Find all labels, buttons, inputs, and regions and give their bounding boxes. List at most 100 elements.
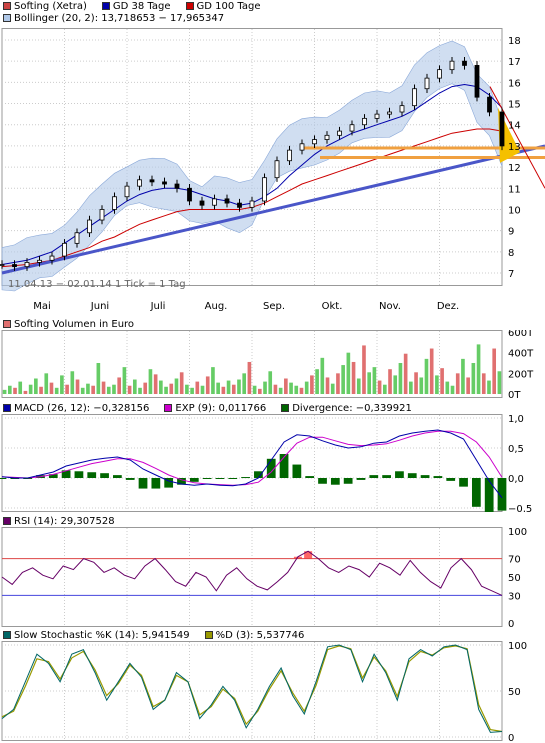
volume-bar bbox=[278, 387, 283, 394]
volume-bar bbox=[54, 387, 59, 394]
volume-bar bbox=[429, 348, 434, 394]
price-x-tick: Juli bbox=[150, 301, 166, 312]
volume-bar bbox=[205, 376, 210, 394]
price-candle bbox=[287, 149, 292, 162]
stoch-y-tick: 100 bbox=[508, 641, 527, 652]
volume-bar bbox=[372, 367, 377, 394]
stoch-legend-item: %D (3): 5,537746 bbox=[202, 630, 304, 641]
volume-legend-label: Softing Volumen in Euro bbox=[14, 318, 135, 330]
macd-line bbox=[1, 429, 503, 499]
falling-line bbox=[489, 86, 545, 189]
divergence-bar bbox=[74, 471, 84, 478]
volume-bar bbox=[320, 357, 325, 394]
volume-bar bbox=[315, 369, 319, 394]
volume-bar bbox=[440, 368, 444, 394]
divergence-bar bbox=[305, 476, 315, 478]
divergence-bar bbox=[61, 470, 71, 478]
stoch-y-tick: 0 bbox=[508, 733, 514, 741]
volume-bar bbox=[419, 377, 424, 394]
price-candle bbox=[74, 232, 80, 244]
stoch-k-line bbox=[1, 644, 503, 733]
price-candle bbox=[424, 77, 430, 90]
price-candle bbox=[237, 202, 242, 208]
volume-bar bbox=[60, 375, 64, 394]
volume-bar bbox=[101, 381, 106, 394]
volume-bar bbox=[351, 361, 356, 394]
volume-bar bbox=[117, 377, 122, 394]
volume-bar bbox=[18, 381, 23, 394]
volume-bar bbox=[138, 387, 142, 394]
price-candle bbox=[249, 200, 255, 208]
trend-line bbox=[1, 144, 545, 275]
volume-bar bbox=[96, 363, 101, 394]
divergence-bar bbox=[254, 471, 263, 478]
price-candle bbox=[474, 65, 480, 98]
rsi-line bbox=[1, 550, 503, 596]
price-candle bbox=[262, 177, 267, 202]
divergence-bar bbox=[471, 478, 481, 507]
price-y-tick: 13 bbox=[508, 142, 521, 153]
volume-bar bbox=[237, 379, 241, 394]
price-candle bbox=[499, 111, 505, 147]
macd-legend-label: EXP (9): 0,011766 bbox=[175, 402, 267, 414]
volume-bar bbox=[268, 371, 273, 394]
price-legend-item: GD 38 Tage bbox=[99, 1, 171, 12]
volume-bar bbox=[466, 377, 470, 394]
volume-bar bbox=[424, 358, 429, 394]
volume-bar bbox=[257, 388, 262, 394]
price-candle bbox=[124, 185, 130, 198]
bollinger-legend-label: Bollinger (20, 2): 13,718653 − 17,965347 bbox=[14, 12, 225, 24]
macd-legend-swatch bbox=[3, 404, 11, 412]
divergence-bar bbox=[356, 478, 366, 480]
macd-legend-item: Divergence: −0,339921 bbox=[278, 403, 412, 414]
rsi-chart: 100 70 50 30 0 bbox=[1, 527, 527, 627]
volume-y-tick: 200T bbox=[508, 369, 534, 380]
volume-bar bbox=[341, 365, 345, 394]
price-candle bbox=[374, 113, 380, 119]
price-candle bbox=[199, 200, 205, 206]
macd-legend: MACD (26, 12): −0,328156 EXP (9): 0,01176… bbox=[0, 402, 424, 414]
divergence-bar bbox=[369, 475, 379, 478]
volume-bar bbox=[159, 380, 163, 394]
divergence-bar bbox=[433, 476, 443, 478]
volume-bar bbox=[122, 367, 127, 394]
volume-bar bbox=[211, 367, 215, 394]
volume-bar bbox=[336, 373, 340, 394]
divergence-bar bbox=[407, 473, 417, 478]
volume-bar bbox=[127, 385, 132, 394]
volume-bar bbox=[2, 389, 7, 394]
macd-chart: 1,0 0,5 0,0 −0,5 bbox=[0, 414, 532, 512]
price-x-tick: Mai bbox=[33, 301, 51, 312]
volume-chart: 0T 200T 400T 600T bbox=[1, 330, 534, 398]
volume-bar bbox=[367, 372, 372, 394]
volume-bar bbox=[80, 387, 85, 394]
volume-bar bbox=[132, 379, 137, 394]
price-y-tick: 8 bbox=[508, 248, 514, 259]
volume-bar bbox=[310, 375, 314, 394]
divergence-bar bbox=[420, 475, 430, 478]
price-candle bbox=[387, 111, 392, 115]
divergence-bar bbox=[266, 458, 276, 478]
volume-bar bbox=[377, 380, 382, 394]
volume-bar bbox=[289, 382, 293, 394]
price-candle bbox=[437, 69, 442, 79]
volume-bar bbox=[299, 387, 304, 394]
divergence-bar bbox=[330, 478, 340, 485]
volume-legend: Softing Volumen in Euro bbox=[0, 318, 134, 330]
volume-bar bbox=[346, 352, 351, 394]
volume-bar bbox=[75, 379, 80, 394]
price-candle bbox=[0, 264, 5, 266]
price-candle bbox=[12, 264, 17, 268]
macd-y-tick: 0,5 bbox=[508, 444, 524, 455]
divergence-bar bbox=[0, 478, 7, 479]
volume-bar bbox=[409, 381, 413, 394]
price-y-tick: 10 bbox=[508, 205, 521, 216]
volume-y-tick: 0T bbox=[508, 390, 521, 398]
price-y-tick: 15 bbox=[508, 100, 521, 111]
volume-bar bbox=[65, 384, 69, 394]
price-candle bbox=[187, 187, 192, 202]
volume-bar bbox=[284, 378, 288, 394]
stoch-legend-item: Slow Stochastic %K (14): 5,941549 bbox=[0, 630, 190, 641]
divergence-bar bbox=[48, 474, 58, 478]
rsi-y-tick: 70 bbox=[508, 555, 521, 566]
